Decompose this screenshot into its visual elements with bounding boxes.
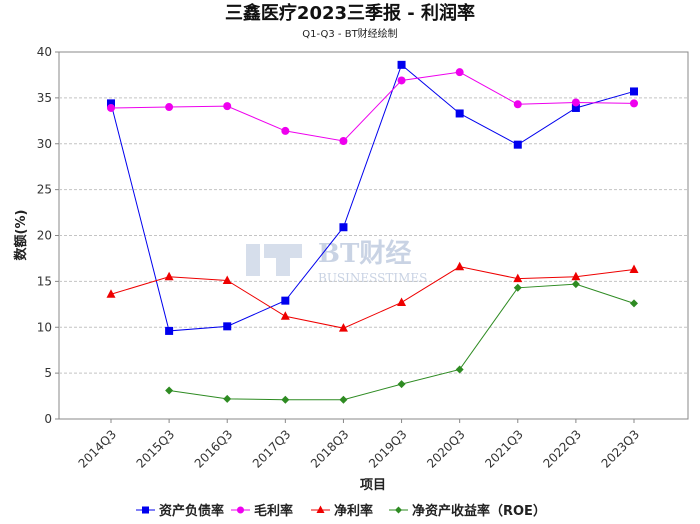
y-tick-label: 10	[37, 320, 52, 334]
series-line	[110, 71, 635, 142]
watermark-text: BT财经	[318, 238, 411, 269]
legend-label: 资产负债率	[159, 503, 224, 519]
data-point	[223, 322, 232, 331]
data-point	[397, 297, 407, 306]
legend-label: 毛利率	[254, 503, 293, 519]
data-point	[223, 394, 232, 403]
y-tick-label: 20	[37, 229, 52, 243]
x-tick-label: 2015Q3	[134, 427, 178, 471]
data-point	[571, 98, 580, 107]
data-point	[571, 271, 581, 281]
legend: 资产负债率 毛利率 净利率 净资产收益率（ROE）	[136, 503, 546, 519]
x-axis-ticks: 2014Q3 2015Q3 2016Q3 2017Q3 2018Q3 2019Q3 2020…	[76, 419, 643, 471]
data-point	[513, 100, 522, 109]
y-tick-label: 30	[37, 137, 52, 151]
data-point	[630, 99, 638, 108]
data-point	[280, 311, 290, 320]
chart-title: 三鑫医疗2023三季报 - 利润率	[225, 2, 475, 24]
watermark: BT财经 BUSINESSTIMES	[246, 238, 427, 285]
data-point	[513, 140, 522, 149]
series-3	[106, 261, 639, 332]
data-point	[339, 223, 348, 232]
y-axis-label: 数额(%)	[13, 210, 29, 261]
data-point	[165, 103, 174, 112]
chart-subtitle: Q1-Q3 - BT财经绘制	[302, 27, 397, 40]
x-axis-label: 项目	[360, 478, 386, 493]
series-4	[165, 280, 638, 404]
data-point	[630, 87, 638, 96]
data-point	[397, 60, 406, 69]
x-tick-label: 2017Q3	[250, 427, 294, 471]
data-point	[106, 289, 116, 298]
legend-item: 资产负债率	[136, 503, 224, 519]
grid	[59, 97, 688, 374]
y-tick-label: 15	[37, 274, 52, 288]
y-tick-label: 35	[37, 91, 52, 105]
y-tick-label: 5	[44, 366, 52, 380]
watermark-logo-bar	[264, 244, 302, 258]
data-point	[281, 296, 290, 305]
legend-label: 净利率	[334, 503, 373, 519]
data-point	[107, 103, 115, 112]
data-point	[165, 326, 174, 335]
data-point	[397, 76, 406, 85]
data-point	[339, 395, 348, 404]
data-point	[107, 99, 115, 108]
y-tick-label: 25	[37, 183, 52, 197]
data-point	[630, 299, 638, 308]
data-point	[164, 271, 174, 281]
data-point	[281, 126, 290, 135]
x-tick-label: 2020Q3	[424, 427, 468, 471]
legend-label: 净资产收益率（ROE）	[412, 503, 546, 519]
series-line	[110, 64, 635, 332]
data-point	[513, 283, 522, 292]
data-point	[455, 109, 464, 118]
data-point	[513, 273, 523, 283]
data-point	[165, 386, 174, 395]
legend-swatch-marker	[237, 506, 244, 514]
legend-swatch-marker	[395, 506, 402, 514]
series-2	[107, 68, 638, 145]
data-point	[222, 275, 232, 284]
watermark-subtext: BUSINESSTIMES	[318, 271, 427, 285]
legend-swatch-marker	[316, 505, 325, 513]
y-tick-label: 0	[44, 412, 52, 426]
series-group	[106, 60, 639, 404]
data-point	[223, 102, 232, 111]
data-point	[397, 380, 406, 389]
series-1	[107, 60, 638, 335]
y-axis-ticks: 0 5 10 15 20 25 30 35 40	[37, 45, 59, 426]
data-point	[571, 103, 580, 112]
x-tick-label: 2014Q3	[76, 427, 120, 471]
x-tick-label: 2023Q3	[599, 427, 643, 471]
legend-item: 净资产收益率（ROE）	[389, 503, 546, 519]
legend-item: 毛利率	[231, 503, 293, 519]
x-tick-label: 2019Q3	[366, 427, 410, 471]
watermark-logo-bar	[246, 244, 260, 276]
data-point	[629, 264, 639, 273]
data-point	[455, 68, 464, 77]
data-point	[571, 280, 580, 289]
data-point	[281, 395, 290, 404]
y-tick-label: 40	[37, 45, 52, 59]
data-point	[338, 323, 348, 332]
x-tick-label: 2022Q3	[540, 427, 584, 471]
watermark-logo-bar	[276, 258, 290, 276]
data-point	[455, 365, 464, 374]
x-tick-label: 2016Q3	[192, 427, 236, 471]
x-tick-label: 2018Q3	[308, 427, 352, 471]
data-point	[339, 136, 348, 145]
series-line	[110, 266, 635, 329]
x-tick-label: 2021Q3	[482, 427, 526, 471]
legend-item: 净利率	[311, 503, 373, 519]
legend-swatch-marker	[142, 506, 149, 514]
data-point	[455, 261, 465, 271]
